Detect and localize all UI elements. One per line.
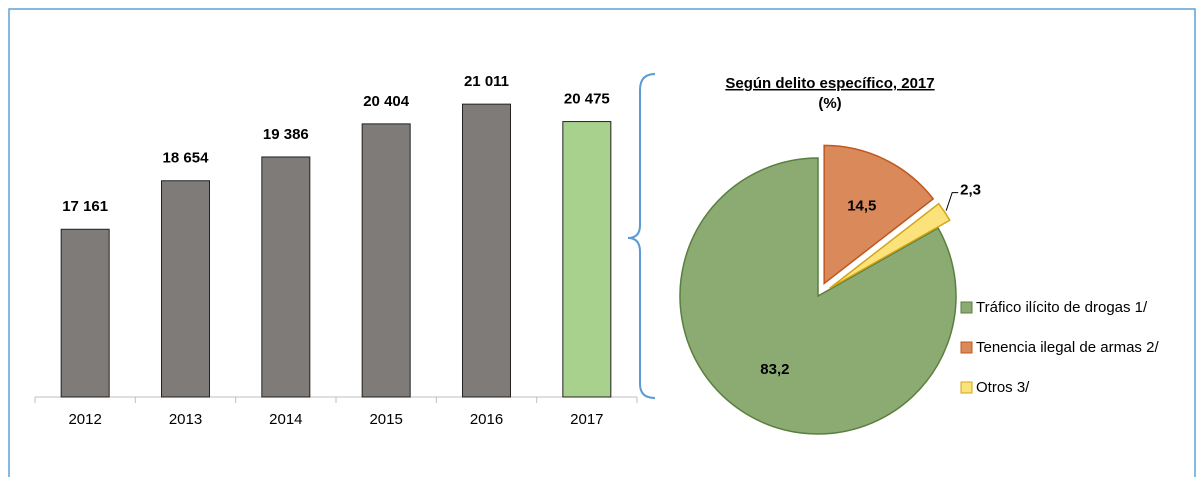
leader-line — [945, 192, 959, 211]
x-tick-label: 2017 — [570, 411, 603, 428]
bar — [462, 103, 511, 398]
data-label: 17 161 — [62, 198, 108, 215]
bracket — [627, 73, 656, 399]
frame — [8, 8, 1196, 477]
bar — [261, 156, 311, 398]
legend-label: Tenencia ilegal de armas 2/ — [976, 339, 1159, 356]
data-label: 21 011 — [464, 73, 509, 90]
pie-subtitle: (%) — [818, 95, 841, 112]
pie-title: Según delito específico, 2017 — [725, 75, 934, 92]
legend-swatch — [960, 381, 973, 394]
legend-label: Otros 3/ — [976, 379, 1030, 396]
data-label: 14,5 — [847, 198, 876, 215]
x-tick-label: 2015 — [369, 411, 402, 428]
legend-swatch — [960, 301, 973, 314]
pie-slice — [829, 202, 951, 289]
legend-swatch — [960, 341, 973, 354]
data-label: 2,3 — [960, 182, 981, 199]
data-label: 18 654 — [163, 150, 210, 167]
data-label: 83,2 — [760, 361, 789, 378]
legend-label: Tráfico ilícito de drogas 1/ — [976, 299, 1148, 316]
pie-slice — [679, 157, 957, 435]
bar — [361, 123, 411, 398]
x-tick-label: 2012 — [68, 411, 101, 428]
data-label: 19 386 — [263, 126, 309, 143]
x-tick-label: 2016 — [470, 411, 503, 428]
bar — [161, 180, 210, 398]
x-tick-label: 2013 — [169, 411, 202, 428]
pie-slice — [823, 144, 935, 285]
bar — [562, 121, 612, 398]
bar — [60, 228, 110, 398]
x-tick-label: 2014 — [269, 411, 302, 428]
data-label: 20 475 — [564, 91, 610, 108]
data-label: 20 404 — [363, 93, 410, 110]
